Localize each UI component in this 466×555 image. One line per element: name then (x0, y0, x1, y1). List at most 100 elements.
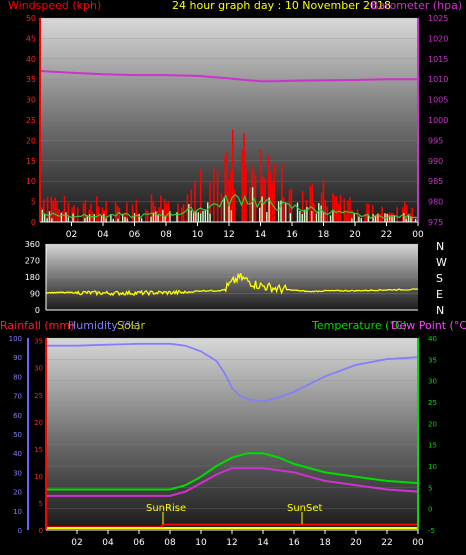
wind-y-tick-label: 15 (26, 157, 36, 166)
legend-temperature: Temperature (°C) (311, 319, 407, 332)
compass-label-w: W (436, 256, 447, 269)
wind-x-tick-label: 12 (223, 230, 234, 240)
baro-y-tick-label: 990 (428, 157, 443, 166)
barometer-line (39, 70, 418, 83)
wind-y-tick-label: 45 (26, 34, 36, 43)
baro-y-tick-label: 975 (428, 218, 443, 227)
rain-y-tick-label: 25 (34, 392, 43, 400)
baro-y-tick-label: 1000 (428, 116, 448, 125)
temp-y-tick-label: 0 (428, 506, 432, 514)
barometer-axis-label: Barometer (hpa) (371, 0, 462, 12)
direction-y-tick-label: 360 (25, 240, 40, 249)
humidity-x-tick-label: 16 (288, 538, 300, 548)
temp-y-tick-label: 15 (428, 442, 437, 450)
humidity-y-tick-label: 60 (13, 412, 22, 420)
temp-y-tick-label: 25 (428, 399, 437, 407)
temperature-line (46, 452, 419, 491)
humidity-x-tick-label: 20 (350, 538, 362, 548)
temp-y-tick-label: 5 (428, 484, 432, 492)
temp-y-tick-label: 20 (428, 420, 437, 428)
humidity-x-tick-label: 06 (133, 538, 145, 548)
wind-y-tick-label: 25 (26, 116, 36, 125)
wind-direction-line (45, 273, 419, 297)
humidity-x-tick-label: 22 (381, 538, 392, 548)
wind-x-tick-label: 08 (160, 230, 172, 240)
humidity-x-tick-label: 08 (164, 538, 176, 548)
humidity-y-tick-label: 70 (13, 393, 22, 401)
wind-x-tick-label: 00 (412, 230, 424, 240)
wind-y-tick-label: 35 (26, 75, 36, 84)
humidity-x-tick-label: 04 (102, 538, 114, 548)
wind-y-tick-label: 0 (31, 218, 36, 227)
humidity-panel-axes: 010203040506070809010005101520253035-505… (9, 335, 437, 548)
compass-label-e: E (436, 288, 443, 301)
wind-y-tick-label: 50 (26, 14, 36, 23)
rain-y-tick-label: 30 (34, 365, 43, 373)
wind-x-tick-label: 20 (349, 230, 361, 240)
temp-y-tick-label: -5 (428, 527, 435, 535)
direction-panel-series (45, 273, 419, 297)
rain-y-tick-label: 15 (34, 446, 43, 454)
humidity-panel-series (46, 342, 419, 529)
wind-y-tick-label: 5 (31, 198, 36, 207)
humidity-y-tick-label: 50 (13, 431, 22, 439)
chart-title: 24 hour graph day : 10 November 2018 (172, 0, 391, 12)
legend-dewpoint: Dew Point (°C) (391, 319, 466, 332)
legend-humidity: Humidity (%) (68, 319, 140, 332)
wind-x-tick-label: 06 (129, 230, 141, 240)
wind-x-tick-label: 18 (318, 230, 330, 240)
temp-y-tick-label: 30 (428, 378, 437, 386)
direction-y-tick-label: 270 (25, 257, 40, 266)
humidity-y-tick-label: 10 (13, 508, 22, 516)
humidity-x-tick-label: 12 (226, 538, 237, 548)
humidity-panel-bg (46, 338, 418, 530)
humidity-y-tick-label: 100 (9, 335, 22, 343)
humidity-x-tick-label: 02 (71, 538, 82, 548)
humidity-x-tick-label: 18 (319, 538, 331, 548)
humidity-y-tick-label: 80 (13, 373, 22, 381)
direction-y-tick-label: 180 (25, 273, 40, 282)
wind-y-tick-label: 20 (26, 136, 36, 145)
compass-label-s: S (436, 272, 443, 285)
wind-x-tick-label: 14 (255, 230, 267, 240)
baro-y-tick-label: 1005 (428, 96, 448, 105)
humidity-y-tick-label: 40 (13, 450, 22, 458)
wind-x-tick-label: 02 (66, 230, 77, 240)
baro-y-tick-label: 1025 (428, 14, 448, 23)
legend-rainfall: Rainfall (mm) (0, 319, 74, 332)
wind-axis-label: Windspeed (kph) (8, 0, 101, 12)
baro-y-tick-label: 1010 (428, 75, 448, 84)
humidity-x-tick-label: 00 (412, 538, 424, 548)
direction-y-tick-label: 0 (35, 306, 40, 315)
humidity-y-tick-label: 90 (13, 354, 22, 362)
compass-label-n-top: N (436, 240, 444, 253)
wind-x-tick-label: 16 (286, 230, 298, 240)
humidity-x-tick-label: 14 (257, 538, 269, 548)
humidity-y-tick-label: 30 (13, 469, 22, 477)
temp-y-tick-label: 40 (428, 335, 437, 343)
wind-y-tick-label: 30 (26, 96, 36, 105)
wind-average-line (39, 193, 419, 219)
compass-label-n-bottom: N (436, 304, 444, 317)
baro-y-tick-label: 1015 (428, 55, 448, 64)
temp-y-tick-label: 35 (428, 356, 437, 364)
wind-y-tick-label: 40 (26, 55, 36, 64)
direction-y-tick-label: 90 (30, 290, 40, 299)
baro-y-tick-label: 980 (428, 198, 443, 207)
rain-y-tick-label: 0 (39, 527, 43, 535)
wind-y-tick-label: 10 (26, 177, 36, 186)
temp-y-tick-label: 10 (428, 463, 437, 471)
wind-x-tick-label: 10 (192, 230, 204, 240)
wind-x-tick-label: 04 (97, 230, 109, 240)
humidity-x-tick-label: 10 (195, 538, 207, 548)
rain-y-tick-label: 35 (34, 338, 43, 346)
wind-panel-axes: 0510152025303540455097598098599099510001… (26, 14, 449, 240)
sunset-label: SunSet (287, 503, 323, 514)
rain-y-tick-label: 20 (34, 419, 43, 427)
humidity-line (46, 342, 419, 403)
direction-panel-axes: 0 90 180 270 360 (25, 240, 418, 315)
baro-y-tick-label: 1020 (428, 34, 448, 43)
dewpoint-line (46, 467, 419, 497)
baro-y-tick-label: 985 (428, 177, 443, 186)
wind-x-tick-label: 22 (381, 230, 392, 240)
